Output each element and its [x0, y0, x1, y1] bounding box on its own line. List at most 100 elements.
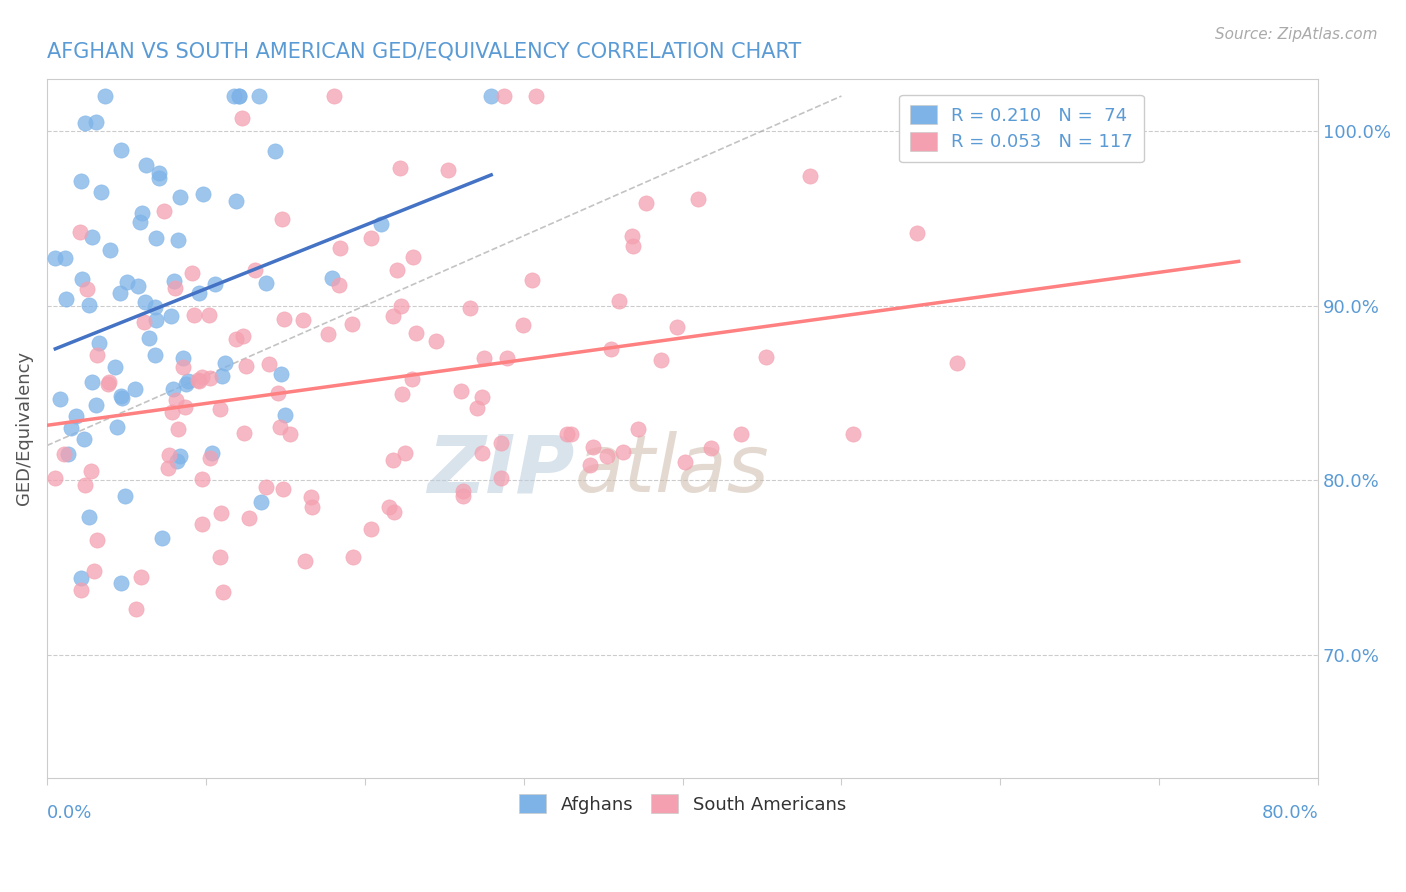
Point	[110, 143, 132, 157]
Point	[53, 252, 76, 266]
Point	[80, 376, 103, 390]
Point	[86, 348, 108, 362]
Point	[211, 368, 233, 383]
Point	[73, 477, 96, 491]
Point	[555, 426, 578, 441]
Point	[148, 166, 170, 180]
Point	[228, 89, 250, 103]
Point	[198, 450, 221, 465]
Point	[231, 111, 253, 125]
Point	[401, 372, 423, 386]
Point	[321, 271, 343, 285]
Point	[169, 450, 191, 464]
Point	[58, 447, 80, 461]
Point	[148, 170, 170, 185]
Point	[232, 328, 254, 343]
Point	[108, 286, 131, 301]
Point	[173, 400, 195, 414]
Point	[176, 374, 198, 388]
Point	[946, 356, 969, 370]
Point	[450, 384, 472, 399]
Point	[405, 326, 427, 340]
Point	[211, 585, 233, 599]
Point	[391, 300, 413, 314]
Point	[77, 510, 100, 524]
Point	[460, 301, 482, 316]
Point	[77, 298, 100, 312]
Point	[97, 375, 120, 389]
Point	[181, 266, 204, 280]
Point	[204, 277, 226, 291]
Point	[318, 326, 340, 341]
Point	[55, 292, 77, 306]
Point	[270, 367, 292, 381]
Point	[582, 441, 605, 455]
Text: ZIP: ZIP	[427, 431, 575, 509]
Point	[382, 505, 405, 519]
Point	[69, 225, 91, 239]
Point	[730, 426, 752, 441]
Point	[512, 318, 534, 332]
Point	[402, 250, 425, 264]
Point	[172, 360, 194, 375]
Point	[114, 489, 136, 503]
Point	[665, 319, 688, 334]
Point	[169, 190, 191, 204]
Point	[370, 217, 392, 231]
Point	[110, 575, 132, 590]
Point	[198, 309, 221, 323]
Point	[124, 382, 146, 396]
Point	[134, 315, 156, 329]
Point	[225, 194, 247, 208]
Point	[188, 374, 211, 388]
Point	[157, 448, 180, 462]
Point	[269, 420, 291, 434]
Point	[607, 294, 630, 309]
Point	[453, 484, 475, 499]
Point	[496, 351, 519, 366]
Point	[292, 312, 315, 326]
Point	[755, 350, 778, 364]
Point	[84, 115, 107, 129]
Point	[388, 161, 411, 176]
Point	[174, 376, 197, 391]
Point	[198, 371, 221, 385]
Point	[70, 174, 93, 188]
Text: AFGHAN VS SOUTH AMERICAN GED/EQUIVALENCY CORRELATION CHART: AFGHAN VS SOUTH AMERICAN GED/EQUIVALENCY…	[46, 42, 801, 62]
Point	[209, 506, 232, 520]
Point	[650, 352, 672, 367]
Point	[209, 402, 232, 417]
Point	[166, 392, 188, 407]
Point	[127, 279, 149, 293]
Point	[273, 312, 295, 326]
Point	[53, 447, 76, 461]
Text: Source: ZipAtlas.com: Source: ZipAtlas.com	[1215, 27, 1378, 42]
Point	[224, 332, 246, 346]
Point	[80, 464, 103, 478]
Point	[191, 473, 214, 487]
Point	[104, 359, 127, 374]
Point	[167, 233, 190, 247]
Legend: Afghans, South Americans: Afghans, South Americans	[508, 783, 856, 824]
Point	[208, 549, 231, 564]
Point	[145, 231, 167, 245]
Point	[841, 426, 863, 441]
Point	[238, 511, 260, 525]
Point	[82, 229, 104, 244]
Point	[75, 116, 97, 130]
Point	[214, 356, 236, 370]
Point	[97, 377, 120, 392]
Point	[385, 262, 408, 277]
Point	[271, 482, 294, 496]
Point	[83, 564, 105, 578]
Point	[381, 309, 404, 323]
Point	[90, 186, 112, 200]
Point	[301, 500, 323, 515]
Point	[48, 392, 70, 406]
Point	[627, 422, 650, 436]
Point	[394, 446, 416, 460]
Point	[294, 554, 316, 568]
Text: 80.0%: 80.0%	[1261, 804, 1319, 822]
Point	[235, 359, 257, 374]
Point	[524, 89, 547, 103]
